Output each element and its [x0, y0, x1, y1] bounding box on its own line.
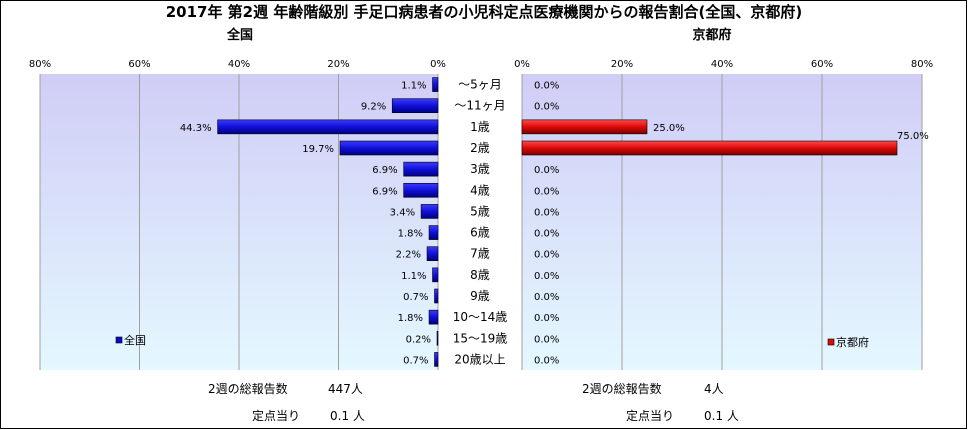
- kyoto-bar: [521, 140, 898, 156]
- national-bar: [432, 267, 439, 283]
- national-value-label: 2.2%: [396, 250, 421, 261]
- kyoto-total-value: 4人: [704, 382, 724, 396]
- national-x-tick-label: 40%: [228, 59, 250, 70]
- kyoto-value-label: 0.0%: [534, 334, 559, 345]
- national-x-tick-label: 20%: [327, 59, 349, 70]
- national-bar: [403, 182, 439, 198]
- age-category-label: 10～14歳: [453, 310, 508, 324]
- national-value-label: 1.8%: [398, 313, 423, 324]
- national-x-ticks: 80% 60% 40% 20% 0%: [29, 59, 446, 70]
- kyoto-legend-swatch: [827, 338, 835, 346]
- age-category-label: ～11ヶ月: [454, 99, 505, 113]
- national-bar: [420, 204, 439, 219]
- kyoto-value-label: 0.0%: [534, 186, 559, 197]
- national-bar: [428, 225, 439, 240]
- national-value-label: 44.3%: [180, 123, 212, 134]
- kyoto-value-label: 75.0%: [897, 131, 929, 142]
- national-x-tick-label: 0%: [430, 59, 446, 70]
- kyoto-x-tick-label: 60%: [811, 59, 833, 70]
- national-bar: [339, 140, 439, 156]
- national-bar: [428, 309, 439, 325]
- age-category-label: 6歳: [470, 226, 490, 240]
- kyoto-value-label: 0.0%: [534, 271, 559, 282]
- age-category-label: 20歳以上: [454, 352, 505, 366]
- kyoto-per-label: 定点当り: [626, 408, 674, 423]
- kyoto-value-label: 0.0%: [534, 81, 559, 92]
- kyoto-x-tick-label: 40%: [711, 59, 733, 70]
- kyoto-value-label: 0.0%: [534, 250, 559, 261]
- national-per-value: 0.1 人: [330, 409, 365, 423]
- age-category-label: ～5ヶ月: [458, 78, 502, 92]
- national-bar: [426, 246, 439, 262]
- national-total-label: 2週の総報告数: [208, 381, 288, 396]
- national-x-tick-label: 60%: [128, 59, 150, 70]
- kyoto-x-tick-label: 0%: [514, 59, 530, 70]
- national-value-label: 1.8%: [398, 229, 423, 240]
- kyoto-value-label: 0.0%: [534, 165, 559, 176]
- national-bar: [391, 98, 439, 114]
- national-value-label: 1.1%: [401, 271, 426, 282]
- kyoto-per-value: 0.1 人: [704, 409, 739, 423]
- national-bar: [434, 352, 439, 367]
- kyoto-value-label: 0.0%: [534, 229, 559, 240]
- national-bars: 1.1% 9.2% 44.3% 19.7% 6.9% 6.9% 3.4% 1.8% 2.2% 1.…: [180, 77, 439, 367]
- national-value-label: 0.7%: [403, 355, 428, 366]
- kyoto-x-tick-label: 80%: [911, 59, 933, 70]
- national-bar: [432, 77, 439, 92]
- national-bar: [403, 161, 439, 177]
- kyoto-panel-title: 京都府: [692, 27, 731, 43]
- chart-title: 2017年 第2週 年齢階級別 手足口病患者の小児科定点医療機関からの報告割合(…: [166, 3, 803, 21]
- national-bar: [436, 330, 439, 346]
- national-x-tick-label: 80%: [29, 59, 51, 70]
- age-category-label: 4歳: [470, 183, 490, 197]
- national-value-label: 3.4%: [390, 207, 415, 218]
- kyoto-bars: 0.0% 0.0% 25.0% 75.0% 0.0% 0.0% 0.0% 0.0% 0.0% 0.…: [521, 81, 929, 366]
- national-value-label: 9.2%: [361, 102, 386, 113]
- age-category-label: 15～19歳: [453, 331, 508, 345]
- age-category-labels: ～5ヶ月 ～11ヶ月 1歳 2歳 3歳 4歳 5歳 6歳 7歳 8歳 9歳 10～14歳 15～19歳 2…: [453, 78, 508, 367]
- age-category-label: 8歳: [470, 268, 490, 282]
- national-legend-label: 全国: [124, 333, 146, 347]
- kyoto-value-label: 0.0%: [534, 207, 559, 218]
- kyoto-value-label: 25.0%: [653, 123, 685, 134]
- age-category-label: 5歳: [470, 204, 490, 218]
- kyoto-x-ticks: 0% 20% 40% 60% 80%: [514, 59, 933, 70]
- national-legend-swatch: [115, 336, 123, 344]
- kyoto-x-tick-label: 20%: [611, 59, 633, 70]
- national-legend: 全国: [115, 333, 146, 347]
- national-value-label: 0.2%: [406, 334, 431, 345]
- kyoto-value-label: 0.0%: [534, 313, 559, 324]
- national-bar: [434, 288, 439, 304]
- kyoto-value-label: 0.0%: [534, 102, 559, 113]
- kyoto-legend-label: 京都府: [836, 335, 869, 349]
- national-total-value: 447人: [328, 382, 363, 396]
- national-value-label: 19.7%: [302, 144, 334, 155]
- kyoto-legend: 京都府: [827, 335, 869, 349]
- national-per-label: 定点当り: [252, 408, 300, 423]
- kyoto-bar: [521, 119, 648, 135]
- age-category-label: 2歳: [470, 141, 490, 155]
- national-value-label: 1.1%: [401, 81, 426, 92]
- age-category-label: 1歳: [470, 120, 490, 134]
- national-bar: [217, 119, 439, 135]
- national-value-label: 0.7%: [403, 292, 428, 303]
- national-value-label: 6.9%: [372, 186, 397, 197]
- national-panel-title: 全国: [226, 27, 253, 43]
- kyoto-total-label: 2週の総報告数: [582, 381, 662, 396]
- age-category-label: 7歳: [470, 247, 490, 261]
- kyoto-value-label: 0.0%: [534, 355, 559, 366]
- age-category-label: 3歳: [470, 162, 490, 176]
- kyoto-value-label: 0.0%: [534, 292, 559, 303]
- age-category-label: 9歳: [470, 289, 490, 303]
- national-value-label: 6.9%: [372, 165, 397, 176]
